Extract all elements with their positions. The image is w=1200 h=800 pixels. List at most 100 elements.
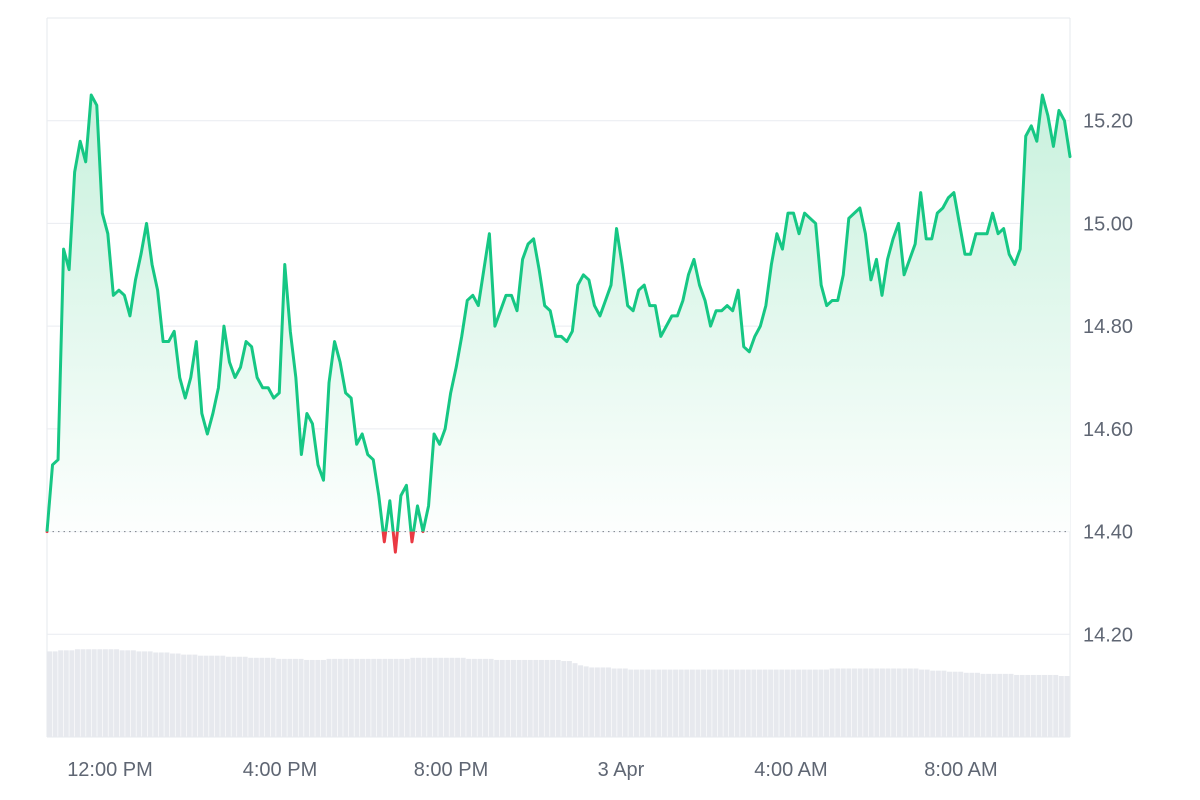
- volume-bar: [114, 649, 120, 737]
- volume-bar: [1008, 673, 1014, 737]
- volume-bar: [958, 671, 964, 737]
- volume-bar: [1019, 674, 1025, 737]
- volume-bar: [840, 668, 846, 737]
- y-tick-label: 14.20: [1083, 624, 1133, 646]
- price-line-up[interactable]: [45, 93, 1072, 552]
- volume-bar: [555, 659, 561, 737]
- volume-bar: [393, 658, 399, 737]
- volume-bar: [891, 668, 897, 737]
- volume-bar: [449, 657, 455, 737]
- volume-bar: [203, 655, 209, 737]
- volume-bar: [348, 658, 354, 737]
- volume-bar: [169, 653, 175, 737]
- volume-bar: [214, 655, 220, 737]
- volume-bar: [768, 669, 774, 737]
- volume-bar: [1053, 674, 1059, 737]
- volume-bar: [745, 669, 751, 737]
- volume-bar: [863, 668, 869, 737]
- volume-bar: [494, 659, 500, 737]
- volume-bar: [879, 668, 885, 737]
- y-tick-label: 14.40: [1083, 522, 1133, 544]
- volume-bar: [97, 649, 103, 737]
- volume-bar: [997, 673, 1003, 737]
- volume-bar: [684, 669, 690, 737]
- volume-bar: [209, 655, 215, 737]
- x-tick-label: 12:00 PM: [67, 759, 153, 781]
- volume-bar: [807, 669, 813, 737]
- volume-bar: [919, 669, 925, 737]
- volume-bar: [471, 658, 477, 737]
- volume-bar: [164, 652, 170, 737]
- volume-bar: [292, 658, 298, 737]
- volume-bar: [896, 668, 902, 737]
- volume-bar: [460, 657, 466, 737]
- volume-bar: [712, 669, 718, 737]
- volume-bar: [477, 658, 483, 737]
- volume-bar: [287, 658, 293, 737]
- volume-bar: [410, 657, 416, 737]
- volume-bar: [298, 658, 304, 737]
- volume-bar: [1002, 673, 1008, 737]
- volume-bar: [225, 656, 231, 737]
- volume-bar: [91, 649, 97, 737]
- volume-bar: [432, 657, 438, 737]
- volume-bar: [639, 669, 645, 737]
- volume-bar: [47, 651, 52, 737]
- volume-bar: [516, 659, 522, 737]
- volume-bar: [527, 659, 533, 737]
- volume-bar: [907, 668, 913, 737]
- volume-bar: [220, 655, 226, 737]
- volume-bar: [309, 659, 315, 737]
- volume-bar: [606, 667, 612, 737]
- volume-bar: [354, 658, 360, 737]
- volume-bar: [136, 651, 142, 737]
- volume-bar: [326, 658, 332, 737]
- volume-bar: [734, 669, 740, 737]
- volume-bar: [689, 669, 695, 737]
- volume-bar: [740, 669, 746, 737]
- volume-bar: [538, 659, 544, 737]
- volume-bar: [600, 667, 606, 737]
- volume-bar: [1014, 674, 1020, 737]
- volume-bar: [729, 669, 734, 737]
- volume-bar: [388, 658, 393, 737]
- volume-bar: [533, 659, 539, 737]
- volume-bar: [622, 668, 628, 737]
- volume-bar: [63, 650, 69, 737]
- volume-bar: [276, 658, 282, 737]
- x-tick-label: 8:00 AM: [924, 759, 997, 781]
- volume-bar: [628, 669, 634, 737]
- volume-bar: [963, 672, 969, 737]
- volume-bar: [633, 669, 639, 737]
- volume-bar: [69, 650, 75, 737]
- x-tick-label: 3 Apr: [598, 759, 645, 781]
- volume-bar: [1030, 674, 1036, 737]
- volume-bar: [438, 657, 444, 737]
- x-tick-label: 8:00 PM: [414, 759, 488, 781]
- price-area-fill: [47, 95, 1070, 532]
- volume-bar: [611, 668, 617, 737]
- volume-bar: [382, 658, 388, 737]
- volume-bar: [566, 661, 572, 737]
- volume-bar: [119, 650, 125, 737]
- volume-bar: [488, 658, 494, 737]
- volume-bar: [812, 669, 818, 737]
- volume-bar: [930, 670, 936, 737]
- volume-bar: [756, 669, 762, 737]
- volume-bar: [717, 669, 723, 737]
- volume-bar: [701, 669, 707, 737]
- volume-bar: [801, 669, 807, 737]
- volume-bar: [857, 668, 863, 737]
- volume-bar: [656, 669, 662, 737]
- volume-bar: [248, 657, 254, 737]
- y-tick-label: 15.00: [1083, 213, 1133, 235]
- volume-bar: [986, 673, 992, 737]
- volume-bar: [902, 668, 908, 737]
- volume-bar: [695, 669, 701, 737]
- volume-bar: [415, 657, 421, 737]
- volume-bar: [561, 661, 567, 737]
- volume-bar: [130, 650, 136, 737]
- volume-bar: [818, 669, 824, 737]
